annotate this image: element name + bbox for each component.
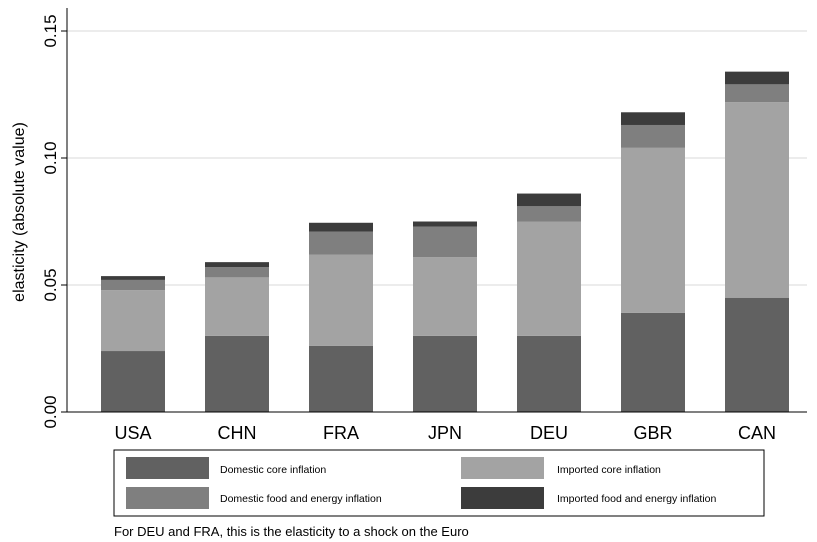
bar-gbr-series-4 — [621, 112, 685, 125]
legend-swatch-1 — [126, 457, 209, 479]
bar-deu-series-4 — [517, 193, 581, 207]
bar-gbr-series-3 — [621, 124, 685, 148]
legend-label-1: Domestic core inflation — [220, 464, 326, 476]
x-tick-label-usa: USA — [114, 423, 151, 443]
bar-usa-series-4 — [101, 276, 165, 280]
bar-deu-series-2 — [517, 221, 581, 336]
x-tick-label-chn: CHN — [218, 423, 257, 443]
bar-chn-series-3 — [205, 267, 269, 278]
x-tick-label-fra: FRA — [323, 423, 359, 443]
bar-jpn-series-4 — [413, 221, 477, 227]
bar-gbr-series-2 — [621, 147, 685, 313]
bar-chn-series-1 — [205, 335, 269, 412]
bar-can-series-1 — [725, 297, 789, 412]
y-tick-label: 0.00 — [41, 395, 60, 428]
legend: Domestic core inflation Imported core inf… — [113, 449, 765, 517]
legend-swatch-2 — [461, 457, 544, 479]
legend-swatch-4 — [461, 487, 544, 509]
bar-fra-series-1 — [309, 345, 373, 412]
bar-can-series-3 — [725, 84, 789, 103]
bar-usa-series-3 — [101, 279, 165, 291]
bar-usa-series-1 — [101, 351, 165, 412]
bar-chn-series-2 — [205, 277, 269, 336]
bar-jpn-series-2 — [413, 257, 477, 336]
y-tick-label: 0.15 — [41, 14, 60, 47]
x-tick-label-deu: DEU — [530, 423, 568, 443]
y-axis-title: elasticity (absolute value) — [11, 122, 28, 302]
bar-deu-series-3 — [517, 206, 581, 222]
legend-label-2: Imported core inflation — [557, 464, 661, 476]
legend-swatch-3 — [126, 487, 209, 509]
bar-fra-series-3 — [309, 231, 373, 255]
chart-note: For DEU and FRA, this is the elasticity … — [114, 524, 469, 539]
legend-label-4: Imported food and energy inflation — [557, 493, 717, 505]
legend-box — [113, 449, 765, 517]
x-tick-label-jpn: JPN — [428, 423, 462, 443]
y-ticks: 0.00 0.05 0.10 0.15 — [41, 14, 67, 429]
bar-gbr-series-1 — [621, 312, 685, 412]
bar-can-series-2 — [725, 102, 789, 298]
bar-chn-series-4 — [205, 262, 269, 268]
x-tick-label-can: CAN — [738, 423, 776, 443]
x-tick-labels: USA CHN FRA JPN DEU GBR CAN — [114, 423, 776, 443]
bar-fra-series-2 — [309, 254, 373, 346]
bar-can-series-4 — [725, 71, 789, 85]
bars — [101, 71, 789, 412]
bar-deu-series-1 — [517, 335, 581, 412]
bar-usa-series-2 — [101, 290, 165, 352]
bar-fra-series-4 — [309, 222, 373, 232]
legend-label-3: Domestic food and energy inflation — [220, 493, 382, 505]
y-tick-label: 0.05 — [41, 268, 60, 301]
y-tick-label: 0.10 — [41, 141, 60, 174]
bar-jpn-series-1 — [413, 335, 477, 412]
bar-jpn-series-3 — [413, 226, 477, 258]
x-tick-label-gbr: GBR — [633, 423, 672, 443]
